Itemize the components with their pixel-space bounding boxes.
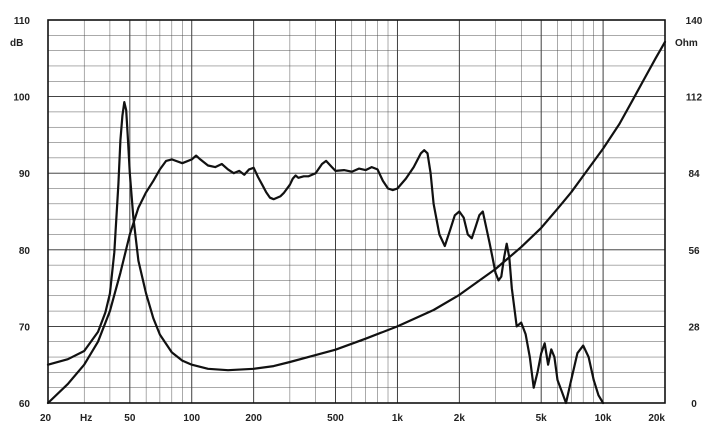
x-tick-label: 100	[183, 413, 200, 424]
x-tick-label: 5k	[536, 413, 548, 424]
x-tick-label: 500	[327, 413, 344, 424]
x-tick-label: 200	[245, 413, 262, 424]
x-tick-label: 2k	[454, 413, 466, 424]
y-left-tick-label: 110	[14, 16, 31, 27]
y-right-tick-labels: 0 28 56 84 112 140	[686, 16, 703, 410]
plot-frame	[47, 19, 666, 404]
y-left-tick-label: 100	[13, 93, 30, 104]
y-right-tick-label: 112	[686, 93, 703, 104]
x-unit-label: Hz	[80, 413, 92, 424]
x-tick-label: 50	[124, 413, 136, 424]
x-tick-labels: 20 50 100 200 500 1k 2k 5k 10k 20k	[40, 413, 665, 424]
y-left-tick-label: 70	[19, 322, 31, 333]
x-tick-label: 20k	[648, 413, 665, 424]
grid	[47, 19, 666, 404]
curves	[46, 40, 667, 405]
series-line-spl	[46, 149, 605, 405]
y-left-tick-label: 60	[19, 399, 31, 410]
y-right-tick-label: 140	[686, 16, 703, 27]
x-tick-label: 20	[40, 413, 52, 424]
y-right-tick-label: 28	[688, 322, 700, 333]
y-right-tick-label: 56	[688, 246, 700, 257]
y-left-tick-label: 80	[19, 246, 31, 257]
x-tick-label: 1k	[392, 413, 404, 424]
x-tick-label: 10k	[595, 413, 612, 424]
y-left-tick-labels: 60 70 80 90 100 110	[13, 16, 30, 410]
y-left-tick-label: 90	[19, 169, 31, 180]
y-right-tick-label: 0	[691, 399, 697, 410]
y-right-tick-label: 84	[688, 169, 700, 180]
y-right-unit-label: Ohm	[675, 38, 698, 49]
y-left-unit-label: dB	[10, 38, 23, 49]
series-line-impedance	[46, 40, 667, 372]
